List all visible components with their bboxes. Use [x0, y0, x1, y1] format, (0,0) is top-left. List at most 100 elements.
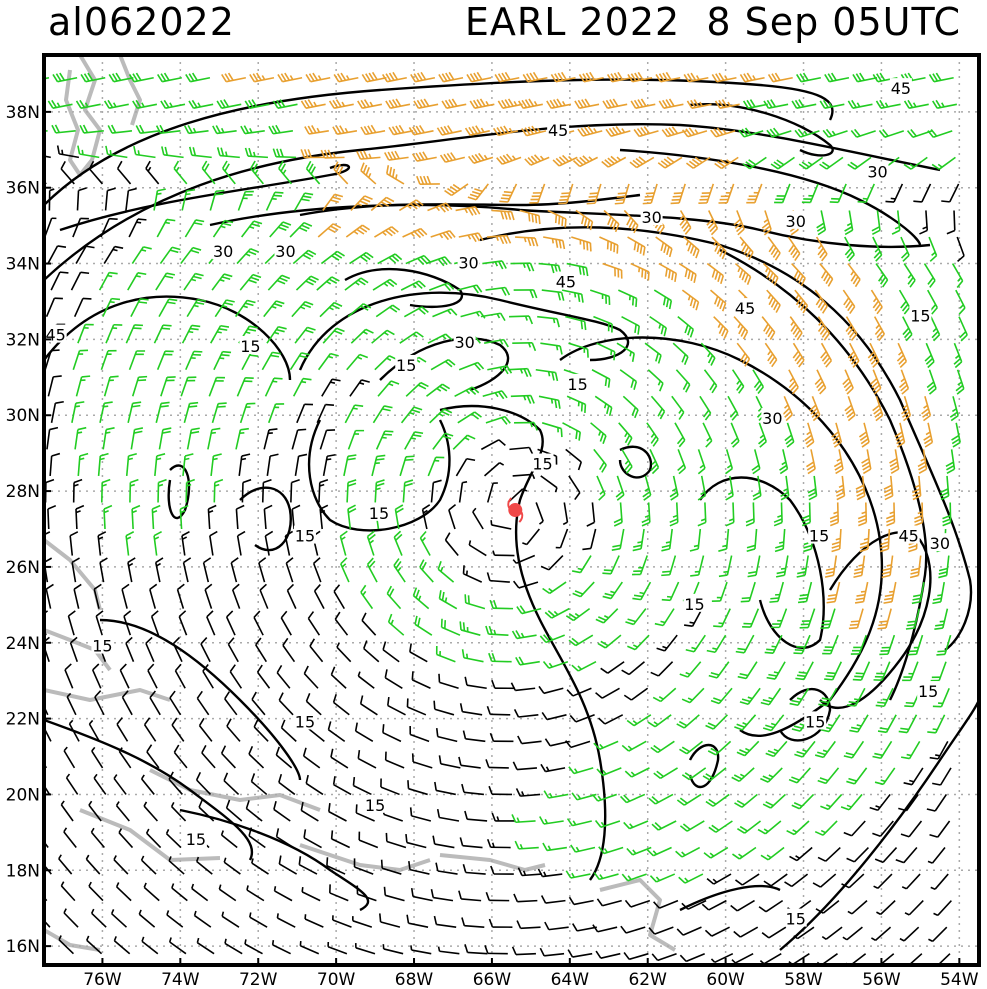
- wind-barb: [702, 422, 713, 448]
- wind-barb: [903, 156, 928, 170]
- wind-barb: [593, 448, 607, 473]
- wind-barb: [592, 924, 618, 933]
- wind-barb: [206, 610, 216, 636]
- contour-label: 45: [46, 326, 66, 345]
- wind-barb: [676, 714, 700, 729]
- wind-barb: [929, 740, 949, 760]
- wind-barb: [569, 714, 595, 723]
- wind-barb: [819, 263, 834, 287]
- wind-barb: [207, 504, 217, 530]
- wind-barb: [210, 453, 222, 477]
- wind-barb: [329, 884, 349, 902]
- wind-barb: [814, 740, 836, 759]
- wind-barb: [416, 175, 440, 185]
- wind-barb: [539, 816, 564, 825]
- wind-barb: [932, 767, 952, 786]
- wind-barb: [409, 643, 428, 663]
- wind-barb: [917, 449, 928, 475]
- wind-barb: [764, 634, 783, 654]
- wind-barb: [305, 160, 321, 185]
- wind-barb: [489, 599, 514, 610]
- wind-barb: [88, 719, 101, 742]
- wind-barb: [237, 190, 254, 211]
- wind-barb: [380, 778, 400, 796]
- wind-barb: [60, 160, 75, 185]
- wind-barb: [540, 895, 566, 904]
- wind-barb: [384, 150, 409, 161]
- wind-barb: [240, 220, 263, 238]
- wind-barb: [788, 767, 811, 784]
- wind-barb: [486, 234, 512, 245]
- wind-barb: [939, 475, 950, 501]
- wind-barb: [794, 289, 809, 314]
- wind-barb: [686, 99, 712, 110]
- speed-contour: [699, 476, 825, 650]
- wind-barb: [437, 560, 455, 583]
- lat-tick-label: 24N: [6, 634, 40, 654]
- wind-barb: [878, 128, 905, 138]
- wind-barb: [119, 663, 130, 689]
- wind-barb: [711, 72, 737, 83]
- wind-barb: [938, 555, 950, 579]
- wind-barb: [299, 940, 320, 955]
- wind-barb: [561, 289, 584, 303]
- wind-barb: [327, 942, 348, 955]
- wind-barb: [402, 227, 428, 239]
- wind-barb: [491, 209, 515, 221]
- wind-barb: [711, 236, 727, 260]
- wind-barb: [353, 858, 374, 875]
- wind-barb: [784, 422, 795, 448]
- wind-barb: [835, 475, 846, 501]
- wind-barb: [718, 183, 735, 204]
- wind-barb: [103, 375, 119, 397]
- wind-barb: [596, 767, 622, 777]
- wind-barb: [352, 916, 373, 928]
- wind-barb: [44, 840, 49, 849]
- wind-barb: [183, 124, 209, 135]
- coastline: [118, 55, 142, 126]
- speed-contour: [44, 78, 834, 206]
- wind-barb: [898, 289, 911, 315]
- wind-barb: [332, 776, 352, 796]
- wind-barb: [675, 846, 701, 858]
- wind-barb: [627, 71, 653, 83]
- wind-barb: [646, 846, 672, 857]
- wind-barb: [542, 581, 567, 595]
- wind-barb: [621, 315, 640, 335]
- wind-barb: [565, 607, 591, 622]
- wind-barb: [658, 262, 678, 282]
- wind-barb: [850, 634, 867, 655]
- wind-barb: [355, 804, 375, 822]
- wind-barb: [356, 150, 381, 160]
- wind-barb: [615, 475, 625, 501]
- wind-barb: [655, 71, 681, 83]
- wind-barb: [204, 583, 213, 609]
- wind-barb: [706, 262, 725, 285]
- wind-barb: [411, 671, 431, 689]
- wind-barb: [788, 953, 810, 965]
- wind-barb: [318, 479, 329, 503]
- wind-barb: [406, 698, 427, 716]
- wind-barb: [874, 846, 898, 864]
- wind-barb: [567, 949, 593, 958]
- wind-barb: [186, 427, 200, 450]
- wind-barb: [147, 663, 158, 689]
- wind-barb: [357, 750, 377, 769]
- wind-barb: [852, 72, 878, 83]
- lon-tick-label: 54W: [940, 970, 979, 989]
- wind-barb: [330, 748, 349, 769]
- wind-barb: [867, 342, 880, 368]
- wind-barb: [847, 99, 873, 110]
- wind-barb: [739, 687, 761, 706]
- wind-barb: [653, 289, 673, 310]
- wind-barb: [869, 793, 891, 811]
- wind-barb: [371, 454, 386, 477]
- wind-barb: [703, 369, 718, 394]
- contour-label-bg: [184, 828, 207, 847]
- wind-barb: [430, 479, 442, 503]
- wind-barb: [633, 126, 659, 138]
- wind-barb: [251, 858, 269, 875]
- wind-barb: [382, 805, 403, 822]
- wind-barb: [207, 427, 221, 450]
- wind-barb: [787, 236, 801, 261]
